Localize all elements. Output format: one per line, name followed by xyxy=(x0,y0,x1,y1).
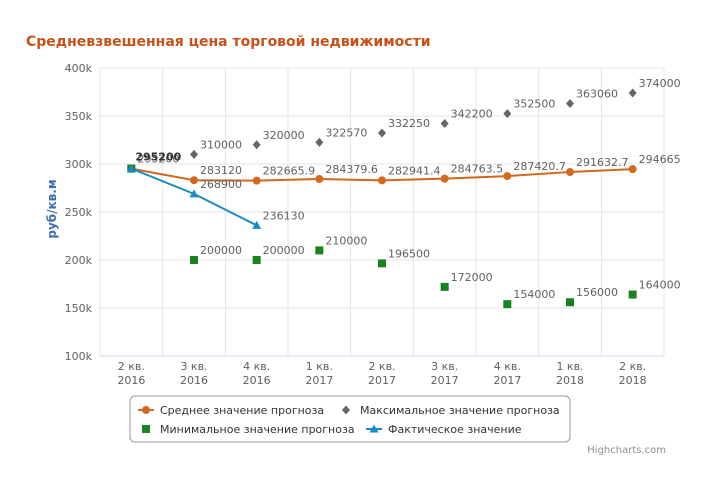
data-label: 236130 xyxy=(263,209,305,222)
data-label: 200000 xyxy=(263,244,305,257)
data-point xyxy=(566,98,574,108)
legend-marker xyxy=(142,425,150,433)
data-label: 322570 xyxy=(325,126,367,139)
y-axis-title: руб/кв.м xyxy=(45,179,59,238)
y-tick-label: 200k xyxy=(65,254,93,267)
data-point xyxy=(252,140,261,150)
x-tick-label: 2016 xyxy=(117,374,145,387)
x-tick-label: 1 кв. xyxy=(556,360,583,373)
data-labels: 295200 283120 282665.9 284379.6 282941.4 2847… xyxy=(135,77,680,301)
data-point xyxy=(190,176,198,185)
data-label: 320000 xyxy=(263,129,305,142)
legend-item[interactable]: Фактическое значение xyxy=(388,423,522,436)
legend-marker xyxy=(369,424,379,433)
data-label: 283120 xyxy=(200,164,242,177)
data-point xyxy=(440,282,449,291)
credits[interactable]: Highcharts.com xyxy=(587,445,666,456)
data-point xyxy=(315,174,324,183)
y-tick-label: 250k xyxy=(65,206,93,219)
series xyxy=(126,88,637,309)
legend-item[interactable]: Максимальное значение прогноза xyxy=(360,404,560,417)
y-tick-label: 300k xyxy=(65,158,93,171)
data-label: 352500 xyxy=(513,98,555,111)
x-tick-label: 2017 xyxy=(431,374,459,387)
y-tick-label: 100k xyxy=(65,350,93,363)
y-tick-label: 150k xyxy=(65,302,93,315)
x-tick-label: 4 кв. xyxy=(494,360,521,373)
data-label: 284763.5 xyxy=(451,163,504,176)
data-label: 282665.9 xyxy=(263,165,316,178)
data-label: 284379.6 xyxy=(325,163,378,176)
data-point xyxy=(440,174,449,183)
data-label: 294665 xyxy=(639,153,681,166)
data-point xyxy=(378,128,386,138)
data-point xyxy=(190,149,198,159)
x-tick-label: 2 кв. xyxy=(619,360,646,373)
data-point xyxy=(503,300,512,309)
legend-box xyxy=(129,395,571,443)
y-tick-label: 350k xyxy=(65,110,93,123)
data-point xyxy=(440,118,449,128)
data-label: 342200 xyxy=(451,107,493,120)
x-tick-label: 3 кв. xyxy=(431,360,458,373)
x-tick-label: 2017 xyxy=(305,374,333,387)
data-point xyxy=(252,176,261,185)
x-tick-label: 2 кв. xyxy=(368,360,395,373)
data-point xyxy=(378,259,386,268)
data-point xyxy=(503,172,512,181)
data-point xyxy=(566,168,574,177)
data-label: 374000 xyxy=(639,77,681,90)
data-label: 295200 xyxy=(135,151,181,164)
data-point xyxy=(190,256,198,264)
x-tick-label: 2017 xyxy=(493,374,521,387)
data-label: 156000 xyxy=(576,286,618,299)
legend: Среднее значение прогноза Максимальное зн… xyxy=(129,395,571,443)
data-point xyxy=(503,109,512,119)
data-point xyxy=(189,189,199,198)
data-point xyxy=(628,290,637,299)
x-tick-label: 2018 xyxy=(556,374,584,387)
legend-item[interactable]: Среднее значение прогноза xyxy=(160,404,324,417)
x-tick-label: 2016 xyxy=(180,374,208,387)
data-label: 282941.4 xyxy=(388,164,441,177)
chart-title: Средневзвешенная цена торговой недвижимо… xyxy=(26,34,431,50)
data-label: 310000 xyxy=(200,138,242,151)
data-label: 154000 xyxy=(513,288,555,301)
x-tick-label: 2018 xyxy=(619,374,647,387)
data-label: 332250 xyxy=(388,117,430,130)
data-point xyxy=(252,220,262,229)
x-tick-label: 2017 xyxy=(368,374,396,387)
data-label: 172000 xyxy=(451,271,493,284)
data-label: 196500 xyxy=(388,247,430,260)
data-point xyxy=(628,165,637,174)
data-point xyxy=(252,256,261,264)
data-point xyxy=(126,164,136,173)
data-label: 287420.7 xyxy=(513,160,566,173)
data-label: 200000 xyxy=(200,244,242,257)
x-tick-label: 2016 xyxy=(243,374,271,387)
legend-marker xyxy=(142,406,150,414)
data-label: 295200 xyxy=(137,153,179,166)
data-label: 291632.7 xyxy=(576,156,629,169)
grid xyxy=(99,67,665,357)
x-tick-label: 1 кв. xyxy=(306,360,333,373)
data-point xyxy=(315,246,324,255)
data-label: 164000 xyxy=(639,279,681,292)
legend-marker xyxy=(342,405,350,415)
data-point xyxy=(315,137,324,147)
x-tick-label: 4 кв. xyxy=(243,360,270,373)
x-tick-label: 3 кв. xyxy=(180,360,207,373)
data-label: 363060 xyxy=(576,87,618,100)
data-point xyxy=(566,298,574,307)
data-point xyxy=(628,88,637,98)
legend-item[interactable]: Минимальное значение прогноза xyxy=(160,423,355,436)
y-tick-label: 400k xyxy=(65,62,93,75)
x-tick-label: 2 кв. xyxy=(118,360,145,373)
data-point xyxy=(378,176,386,185)
data-label: 268900 xyxy=(200,178,242,191)
data-label: 210000 xyxy=(325,234,367,247)
